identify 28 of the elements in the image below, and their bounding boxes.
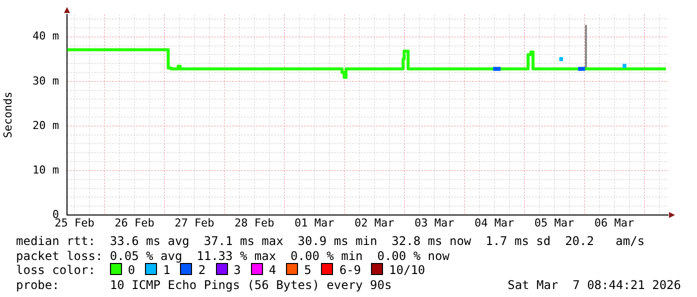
legend-label: 3 [232,263,241,277]
text: packet loss: 0.05 % avg 11.33 % max 0.00 % min 0.00 % now [16,249,450,263]
y-tick-label: 40 m [32,30,60,43]
y-axis-title: Seconds [1,92,14,138]
y-tick-label: 0 [52,208,59,221]
legend-title: loss color: [16,263,96,277]
legend-label: 5 [303,263,312,277]
x-tick-label: 05 Mar [534,216,575,230]
legend-label: 1 [162,263,170,277]
y-tick-label: 10 m [32,163,60,176]
legend-label: 0 [126,263,136,277]
y-tick-label: 30 m [32,74,60,88]
x-tick-label: 04 Mar [474,216,515,230]
x-tick-label: 06 Mar [594,216,635,230]
text: probe: 10 ICMP Echo Pings (56 Bytes) every 90s [16,278,392,292]
y-tick-label: 20 m [32,118,60,132]
x-tick-label: 02 Mar [354,216,395,230]
x-tick-label: 26 Feb [114,216,154,230]
legend-label: 6-9 [338,263,362,277]
text: Sat Mar 7 08:44:21 2026 [508,278,681,292]
legend-label: 10/10 [388,263,426,277]
x-tick-label: 01 Mar [294,216,335,230]
legend-label: 4 [268,263,276,277]
x-tick-label: 27 Feb [174,216,214,230]
text: median rtt: 33.6 ms avg 37.1 ms max 30.9 ms min 32.8 ms now 1.7 ms sd 20.2 am/s [16,234,645,248]
x-tick-label: 28 Feb [234,216,274,230]
x-tick-label: 03 Mar [414,216,455,230]
legend-label: 2 [197,263,206,277]
